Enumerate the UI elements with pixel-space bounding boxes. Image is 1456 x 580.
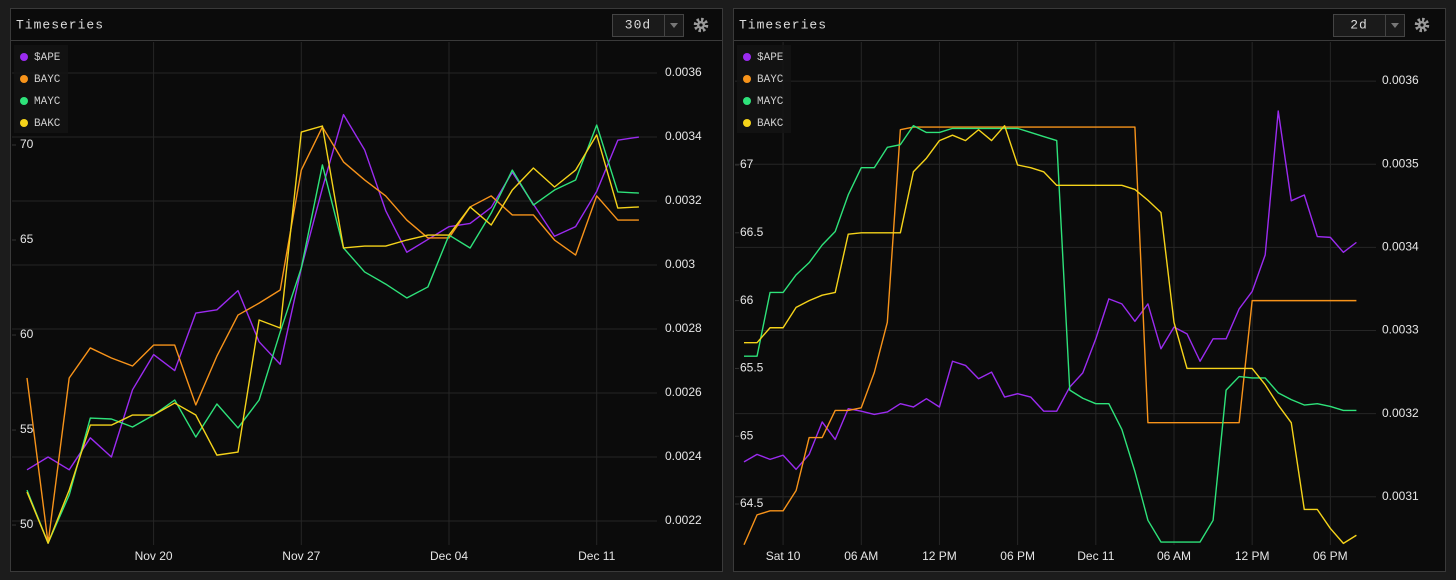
- series-line: [26, 113, 640, 471]
- y2-tick-label: 0.0022: [665, 513, 702, 527]
- x-tick-label: Nov 27: [282, 549, 320, 563]
- legend-swatch: [20, 119, 28, 127]
- y-tick-label: 67: [740, 157, 754, 171]
- legend-label: $APE: [757, 52, 784, 64]
- x-tick-label: 06 PM: [1000, 549, 1035, 563]
- gear-teeth[interactable]: [693, 17, 709, 33]
- gear-hole[interactable]: [1420, 23, 1424, 27]
- legend-label: BAYC: [757, 74, 784, 86]
- series-line: [744, 124, 1357, 543]
- y-tick-label: 64.5: [740, 496, 764, 510]
- legend-swatch: [20, 53, 28, 61]
- grid-layer: [12, 42, 1376, 545]
- x-tick-label: Dec 11: [578, 549, 615, 563]
- y2-tick-label: 0.0028: [665, 321, 702, 335]
- select-caret[interactable]: [670, 23, 678, 28]
- gear-hole[interactable]: [699, 23, 703, 27]
- series-line: [26, 126, 639, 544]
- series-line: [26, 125, 639, 544]
- legend-label: BAKC: [34, 118, 61, 130]
- panel-title: Timeseries: [16, 17, 104, 32]
- y-tick-label: 70: [20, 137, 34, 151]
- select-caret[interactable]: [1391, 23, 1399, 28]
- y2-tick-label: 0.0036: [1382, 73, 1419, 87]
- y2-tick-label: 0.0033: [1382, 323, 1419, 337]
- y-tick-label: 66: [740, 293, 754, 307]
- legend-swatch: [743, 53, 751, 61]
- legend-label: BAYC: [34, 74, 61, 86]
- panel: [733, 8, 1446, 572]
- legend-label: $APE: [34, 52, 61, 64]
- x-tick-label: Nov 20: [135, 549, 173, 563]
- x-tick-label: 06 AM: [1157, 549, 1191, 563]
- labels-layer: 0.0022 0.0024 0.0026 0.0028 0.003 0.0032 0.003…: [14, 45, 1419, 563]
- gear-teeth[interactable]: [1414, 17, 1430, 33]
- x-tick-label: 12 PM: [1235, 549, 1270, 563]
- series-line: [743, 110, 1357, 471]
- legend-label: BAKC: [757, 118, 784, 130]
- x-tick-label: 12 PM: [922, 549, 957, 563]
- y-tick-label: 65.5: [740, 361, 764, 375]
- x-tick-label: 06 PM: [1313, 549, 1348, 563]
- range-select[interactable]: [1333, 14, 1405, 37]
- y2-tick-label: 0.0031: [1382, 489, 1419, 503]
- series-line: [743, 126, 1357, 545]
- legend-swatch: [743, 119, 751, 127]
- x-tick-label: Dec 11: [1077, 549, 1114, 563]
- settings-button[interactable]: [1414, 17, 1430, 33]
- y-tick-label: 60: [20, 327, 34, 341]
- panel: [10, 8, 723, 572]
- y-tick-label: 66.5: [740, 225, 764, 239]
- settings-button[interactable]: [693, 17, 709, 33]
- lines-layer: [26, 110, 1357, 545]
- y-tick-label: 55: [20, 422, 34, 436]
- y2-tick-label: 0.0026: [665, 385, 702, 399]
- legend-label: MAYC: [757, 96, 784, 108]
- legend-swatch: [20, 97, 28, 105]
- x-tick-label: Dec 04: [430, 549, 468, 563]
- y2-tick-label: 0.0024: [665, 449, 702, 463]
- legend-label: MAYC: [34, 96, 61, 108]
- y2-tick-label: 0.0034: [665, 129, 702, 143]
- y-tick-label: 65: [20, 232, 34, 246]
- y2-tick-label: 0.0032: [1382, 406, 1419, 420]
- y-tick-label: 65: [740, 428, 754, 442]
- range-value[interactable]: 2d: [1350, 17, 1368, 32]
- panel-title: Timeseries: [739, 17, 827, 32]
- x-tick-label: 06 AM: [844, 549, 878, 563]
- series-line: [26, 124, 639, 544]
- range-select[interactable]: [612, 14, 684, 37]
- y2-tick-label: 0.0036: [665, 65, 702, 79]
- x-tick-label: Sat 10: [766, 549, 801, 563]
- legend-swatch: [743, 97, 751, 105]
- y2-tick-label: 0.0032: [665, 193, 702, 207]
- y2-tick-label: 0.0035: [1382, 156, 1419, 170]
- y2-tick-label: 0.003: [665, 257, 695, 271]
- y-tick-label: 50: [20, 517, 34, 531]
- legend-swatch: [20, 75, 28, 83]
- series-line: [744, 124, 1357, 545]
- legend-swatch: [743, 75, 751, 83]
- range-value[interactable]: 30d: [625, 17, 651, 32]
- y2-tick-label: 0.0034: [1382, 240, 1419, 254]
